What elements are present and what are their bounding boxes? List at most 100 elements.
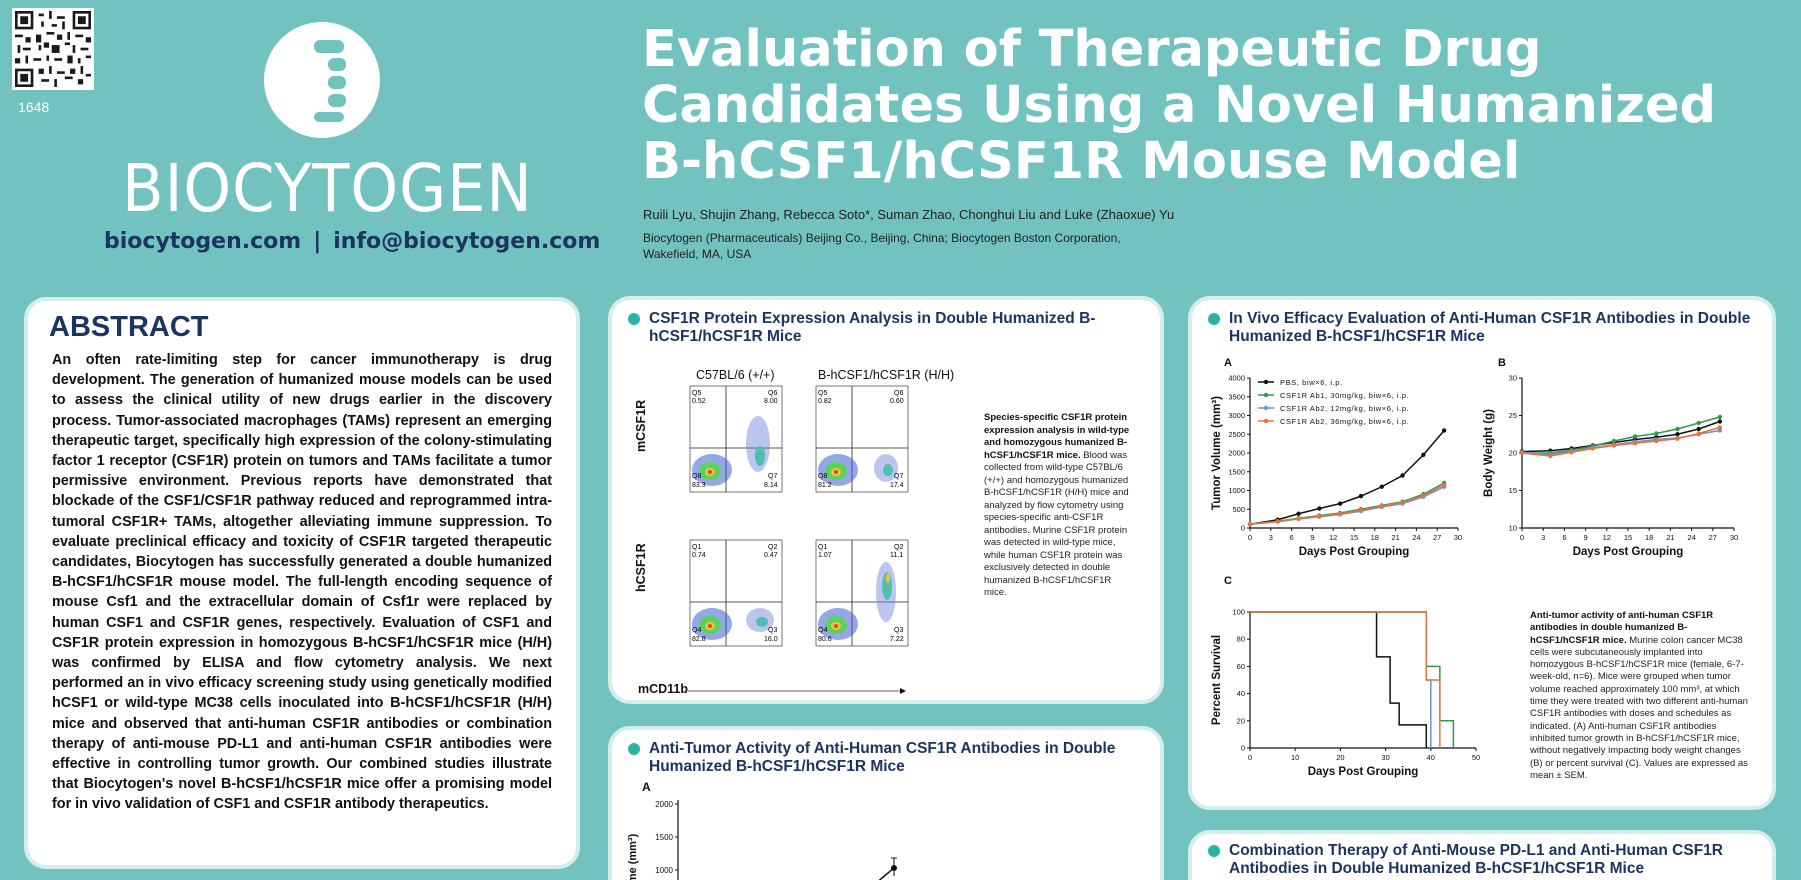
x-tick-label: 0 xyxy=(1248,753,1252,762)
y-tick-label: 2500 xyxy=(1228,430,1245,439)
data-point xyxy=(1696,426,1701,432)
data-point xyxy=(1632,441,1638,446)
brand-name: BIOCYTOGEN xyxy=(122,150,533,227)
anti-tumor-panel: Anti-Tumor Activity of Anti-Human CSF1R … xyxy=(608,726,1164,880)
data-point xyxy=(1675,426,1680,432)
quadrant-q1-value: 0.74 xyxy=(692,552,706,559)
data-point xyxy=(1379,504,1384,509)
y-axis-title: Percent Survival xyxy=(1211,635,1223,725)
x-tick-label: 3 xyxy=(1269,533,1273,542)
contact-separator: | xyxy=(313,229,322,254)
quadrant-q8-label: Q8 xyxy=(818,473,827,480)
data-point xyxy=(1696,431,1701,436)
data-point xyxy=(1400,500,1405,505)
row-label-hcsf1r: hCSF1R xyxy=(634,543,648,592)
x-tick-label: 18 xyxy=(1645,533,1653,542)
survival-chart: 0 10 20 30 40 50 0 20 40 60 80 100 Days Post Groupin… xyxy=(1211,575,1480,778)
series-line xyxy=(1250,611,1455,748)
poster-title: Evaluation of Therapeutic Drug Candidate… xyxy=(642,20,1717,191)
section-bullet-icon xyxy=(628,313,640,325)
x-tick-label: 30 xyxy=(1454,533,1462,542)
flow-plot-hh-mcsf1r: Q50.82 Q60.60 Q8 81.2 Q7 17.4 xyxy=(815,385,909,493)
data-point xyxy=(1441,482,1447,488)
efficacy-caption-title: Anti-tumor activity of anti-human CSF1R … xyxy=(1530,610,1714,646)
data-point xyxy=(1590,446,1595,451)
data-point xyxy=(1717,414,1723,420)
affiliation: Biocytogen (Pharmaceuticals) Beijing Co.… xyxy=(643,231,1121,261)
series-line xyxy=(1250,611,1432,748)
section-header: In Vivo Efficacy Evaluation of Anti-Huma… xyxy=(1208,310,1752,346)
legend-entry: CSF1R Ab2, 12mg/kg, biw×6, i.p. xyxy=(1280,404,1409,413)
qr-code[interactable] xyxy=(12,8,94,90)
quadrant-q8-label: Q8 xyxy=(692,473,701,480)
y-tick-label: 2000 xyxy=(1228,449,1245,458)
series-line xyxy=(1249,430,1445,525)
quadrant-q3-value: 16.0 xyxy=(764,636,778,643)
x-tick-label: 3 xyxy=(1541,533,1545,542)
section-heading: Anti-Tumor Activity of Anti-Human CSF1R … xyxy=(649,740,1116,775)
quadrant-q5-label: Q5 xyxy=(818,390,827,397)
quadrant-q6-value: 8.00 xyxy=(764,398,778,405)
x-tick-label: 21 xyxy=(1391,533,1399,542)
x-tick-label: 21 xyxy=(1666,533,1674,542)
flow-caption-title: Species-specific CSF1R protein expressio… xyxy=(984,412,1130,461)
data-point xyxy=(1675,436,1680,441)
y-tick-label: 25 xyxy=(1509,411,1517,420)
abstract-body: An often rate-limiting step for cancer i… xyxy=(52,352,552,813)
x-tick-label: 6 xyxy=(1562,533,1566,542)
email-link[interactable]: info@biocytogen.com xyxy=(333,229,601,254)
data-point xyxy=(1675,432,1680,437)
y-tick-label: 10 xyxy=(1509,524,1517,533)
data-point xyxy=(1548,453,1553,459)
flow-x-axis-label: mCD11b xyxy=(638,682,689,696)
quadrant-q4-label: Q4 xyxy=(692,627,701,634)
y-tick-label: 20 xyxy=(1237,716,1245,725)
flow-plot-wt-mcsf1r: Q50.52 Q68.00 Q8 83.3 Q7 8.14 xyxy=(689,385,783,493)
column-label-wt: C57BL/6 (+/+) xyxy=(696,368,775,382)
panel-letter: C xyxy=(1224,575,1232,587)
section-heading: CSF1R Protein Expression Analysis in Dou… xyxy=(649,310,1096,345)
quadrant-q6-label: Q6 xyxy=(894,390,903,397)
efficacy-caption-text: Murine colon cancer MC38 cells were subc… xyxy=(1530,634,1748,781)
qr-code-icon xyxy=(15,11,91,87)
panel-letter: A xyxy=(1224,357,1232,369)
y-tick-label: 30 xyxy=(1509,374,1517,383)
x-tick-label: 18 xyxy=(1371,533,1379,542)
x-tick-label: 24 xyxy=(1687,533,1695,542)
y-tick-label: 15 xyxy=(1509,486,1517,495)
series-line xyxy=(1250,611,1441,748)
x-axis-title: Days Post Grouping xyxy=(1573,546,1684,558)
data-point xyxy=(1337,511,1343,516)
quadrant-q1-label: Q1 xyxy=(818,544,827,551)
x-tick-label: 0 xyxy=(1520,533,1524,542)
y-axis-title: Volume (mm³) xyxy=(627,833,639,880)
legend-marker xyxy=(1263,392,1269,398)
data-point xyxy=(1358,493,1364,499)
section-heading: Combination Therapy of Anti-Mouse PD-L1 … xyxy=(1229,842,1723,877)
tumor-volume-chart: 0 3 6 9 12 15 18 21 24 27 30 0 500 1000 1500 2000 2500 30… xyxy=(1211,357,1462,558)
x-tick-label: 12 xyxy=(1329,533,1337,542)
efficacy-caption: Anti-tumor activity of anti-human CSF1R … xyxy=(1530,610,1750,782)
y-tick-label: 60 xyxy=(1237,662,1245,671)
x-axis-arrow-icon xyxy=(688,688,906,694)
quadrant-q6-label: Q6 xyxy=(768,390,777,397)
data-point xyxy=(1296,516,1301,521)
legend-marker xyxy=(1263,405,1269,411)
y-tick-label: 2000 xyxy=(655,800,673,809)
y-tick-label: 40 xyxy=(1237,689,1245,698)
website-link[interactable]: biocytogen.com xyxy=(104,229,302,254)
series-line xyxy=(878,867,895,880)
data-point xyxy=(1400,473,1405,478)
abstract-panel: ABSTRACT An often rate-limiting step for… xyxy=(24,297,580,869)
poster-number: 1648 xyxy=(18,99,50,115)
data-point xyxy=(1421,493,1426,498)
section-heading: In Vivo Efficacy Evaluation of Anti-Huma… xyxy=(1229,310,1751,345)
column-label-hh: B-hCSF1/hCSF1R (H/H) xyxy=(818,368,955,382)
quadrant-q5-value: 0.82 xyxy=(818,398,832,405)
quadrant-q8-value: 81.2 xyxy=(818,482,832,489)
flow-plot-wt-hcsf1r: Q10.74 Q20.47 Q4 82.8 Q3 16.0 xyxy=(689,539,783,647)
anti-tumor-chart: 1000 1500 2000 Volume (mm³) xyxy=(627,800,897,880)
x-tick-label: 27 xyxy=(1433,533,1441,542)
x-tick-label: 24 xyxy=(1412,533,1420,542)
